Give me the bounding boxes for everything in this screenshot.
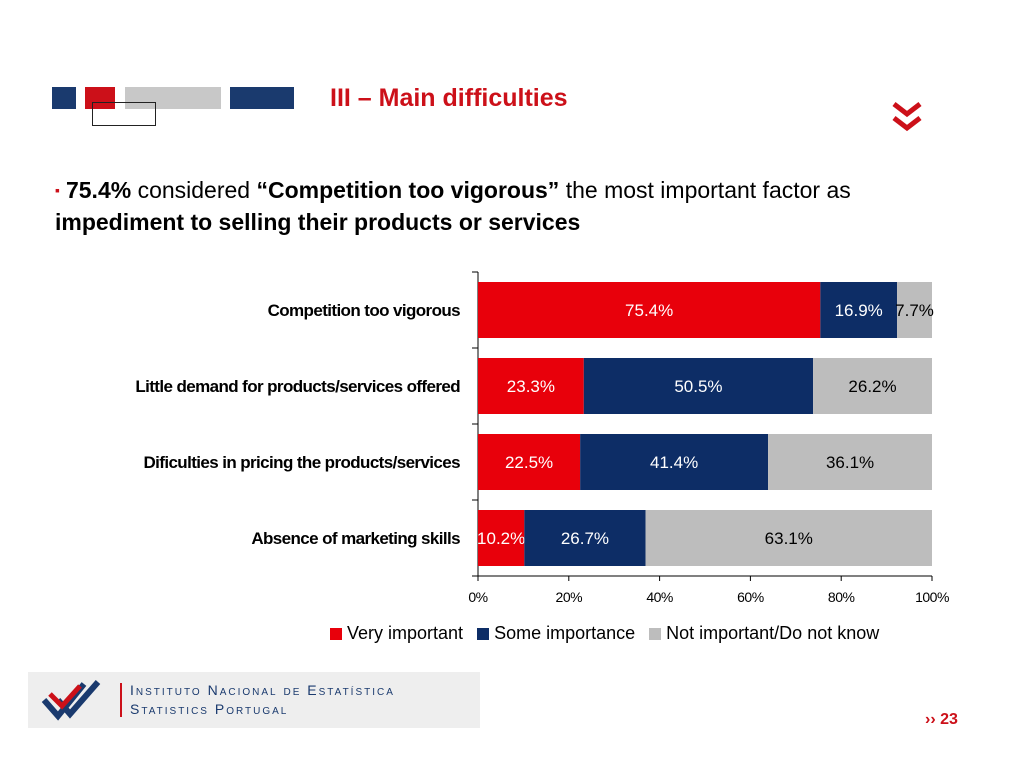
logo-institute-english: Statistics Portugal xyxy=(130,701,289,717)
bullet-bold-end: impediment to selling their products or … xyxy=(55,209,581,235)
x-tick-label: 80% xyxy=(828,589,855,605)
data-label: 63.1% xyxy=(765,529,813,548)
page-number: ›› 23 xyxy=(925,711,958,729)
legend-label-some-importance: Some importance xyxy=(494,623,636,643)
x-tick-label: 100% xyxy=(915,589,949,605)
data-label: 22.5% xyxy=(505,453,553,472)
bar-segment xyxy=(813,358,932,414)
legend-item-some-importance: Some importance xyxy=(477,623,635,644)
bar-segment xyxy=(580,434,769,490)
legend-item-not-important: Not important/Do not know xyxy=(649,623,879,644)
legend-swatch-not-important xyxy=(649,627,662,640)
logo-divider xyxy=(120,683,122,717)
legend-swatch-very-important xyxy=(330,627,342,640)
page-title: III – Main difficulties xyxy=(330,84,568,112)
header-block-gray xyxy=(125,87,221,109)
page-number-value: 23 xyxy=(940,711,958,728)
data-label: 75.4% xyxy=(625,301,673,320)
data-label: 41.4% xyxy=(650,453,698,472)
legend-swatch-some-importance xyxy=(477,627,490,640)
data-label: 26.2% xyxy=(848,377,896,396)
category-label: Competition too vigorous xyxy=(268,301,461,320)
data-label: 10.2% xyxy=(477,529,525,548)
summary-bullet: ▪ 75.4% considered “Competition too vigor… xyxy=(55,174,985,238)
bar-segment xyxy=(645,510,932,566)
category-label: Little demand for products/services offe… xyxy=(135,377,460,396)
data-label: 7.7% xyxy=(895,301,934,320)
stacked-bar-chart: 0% 20% 40% 60% 80% 100% Competition too vigoro… xyxy=(135,271,949,605)
data-label: 16.9% xyxy=(835,301,883,320)
bar-segment xyxy=(897,282,932,338)
bullet-marker: ▪ xyxy=(55,182,60,198)
data-label: 26.7% xyxy=(561,529,609,548)
bar-segment xyxy=(820,282,898,338)
bar-segment xyxy=(768,434,932,490)
category-label: Absence of marketing skills xyxy=(251,529,460,548)
bar-segment xyxy=(478,510,525,566)
x-tick-label: 20% xyxy=(556,589,583,605)
logo-background xyxy=(28,672,480,728)
legend-label-very-important: Very important xyxy=(347,623,464,643)
bar-segment xyxy=(583,358,814,414)
data-label: 50.5% xyxy=(674,377,722,396)
page-marker[interactable]: ›› xyxy=(925,711,936,728)
chart-legend: Very important Some importance Not impor… xyxy=(330,623,879,644)
x-tick-label: 60% xyxy=(737,589,764,605)
bar-segment xyxy=(478,358,584,414)
ine-logo-checkmark-icon xyxy=(41,680,101,721)
header-block-navy-1 xyxy=(52,87,76,109)
bar-segment xyxy=(478,434,581,490)
bar-segment xyxy=(524,510,646,566)
x-tick-label: 0% xyxy=(468,589,487,605)
data-label: 36.1% xyxy=(826,453,874,472)
bullet-text-2: the most important factor as xyxy=(559,177,851,203)
data-label: 23.3% xyxy=(507,377,555,396)
legend-item-very-important: Very important xyxy=(330,623,463,644)
header-outline-box xyxy=(92,102,156,126)
bullet-percent: 75.4% xyxy=(65,177,132,203)
legend-label-not-important: Not important/Do not know xyxy=(666,623,880,643)
header-block-navy-2 xyxy=(230,87,294,109)
category-label: Dificulties in pricing the products/serv… xyxy=(143,453,460,472)
logo-institute-name: Instituto Nacional de Estatística xyxy=(130,682,395,698)
bar-segment xyxy=(478,282,821,338)
x-tick-label: 40% xyxy=(646,589,673,605)
bullet-text-1: considered xyxy=(131,177,257,203)
bullet-quote: “Competition too vigorous” xyxy=(256,177,560,203)
double-chevron-down-icon[interactable] xyxy=(890,100,924,134)
